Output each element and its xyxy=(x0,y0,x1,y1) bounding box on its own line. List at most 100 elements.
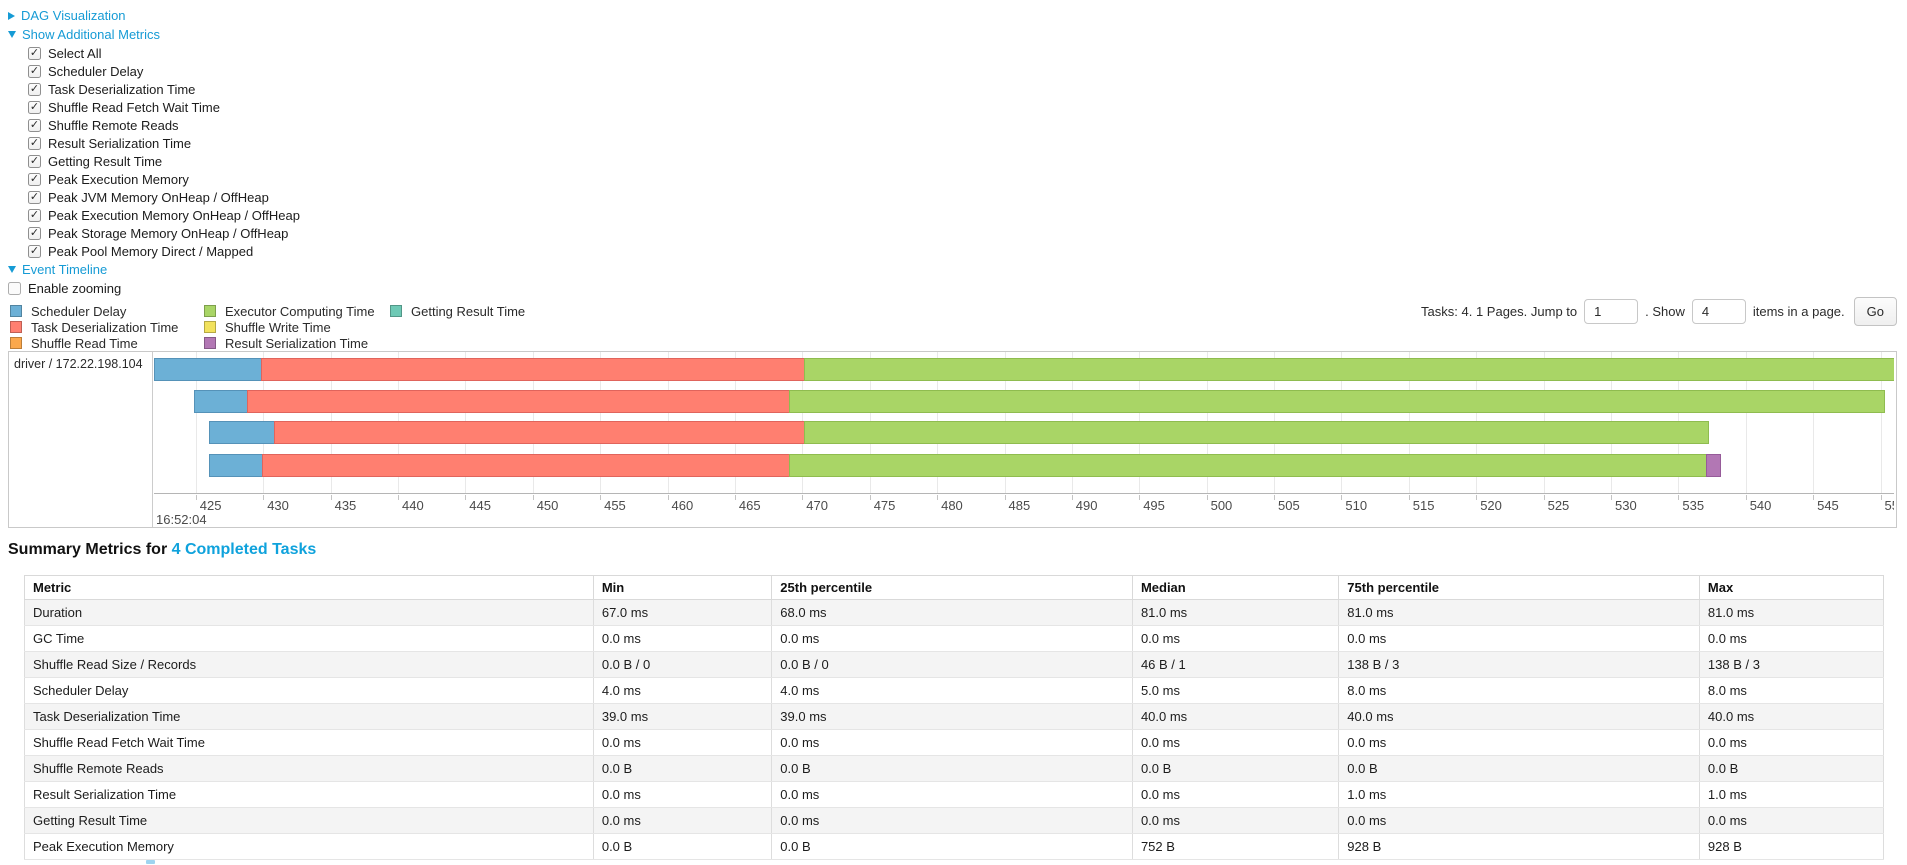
metric-checkbox-peak-pool-memory-direct-mapped[interactable]: Peak Pool Memory Direct / Mapped xyxy=(28,242,300,260)
table-row-shuffle-remote-reads: Shuffle Remote Reads 0.0 B 0.0 B 0.0 B 0.0 B… xyxy=(24,755,1885,782)
checkbox-checked-icon[interactable] xyxy=(28,64,41,78)
legend-label: Shuffle Read Time xyxy=(31,335,138,351)
task-bar-segment-task-deserialization[interactable] xyxy=(274,421,805,444)
metric-value-cell: 39.0 ms xyxy=(771,703,1133,730)
task-bar-segment-task-deserialization[interactable] xyxy=(247,390,791,413)
section-dag-visualization[interactable]: DAG Visualization xyxy=(8,6,300,25)
axis-tick xyxy=(263,495,265,500)
axis-tick-label: 460 xyxy=(671,498,694,513)
metric-checkbox-peak-jvm-memory-onheap-offheap[interactable]: Peak JVM Memory OnHeap / OffHeap xyxy=(28,188,300,206)
metric-value-cell: 0.0 ms xyxy=(592,807,773,834)
metric-value-cell: 5.0 ms xyxy=(1131,677,1340,704)
go-button[interactable]: Go xyxy=(1853,296,1897,326)
metric-checkbox-scheduler-delay[interactable]: Scheduler Delay xyxy=(28,62,300,80)
axis-tick xyxy=(1139,495,1141,500)
task-bar-segment-executor-computing[interactable] xyxy=(789,454,1707,477)
legend-column: Scheduler Delay Task Deserialization Time… xyxy=(10,303,204,351)
enable-zooming-checkbox[interactable]: Enable zooming xyxy=(8,279,300,297)
completed-tasks-link[interactable]: 4 Completed Tasks xyxy=(171,541,317,558)
metric-value-cell: 0.0 B xyxy=(771,833,1133,860)
metric-checkbox-peak-storage-memory-onheap-offheap[interactable]: Peak Storage Memory OnHeap / OffHeap xyxy=(28,224,300,242)
checkbox-checked-icon[interactable] xyxy=(28,46,41,60)
section-label: Event Timeline xyxy=(22,262,108,277)
legend-label: Task Deserialization Time xyxy=(31,319,179,335)
axis-tick-label: 550 xyxy=(1884,498,1895,513)
table-row-task-deserialization-time: Task Deserialization Time 39.0 ms 39.0 ms 4… xyxy=(24,703,1885,730)
metric-checkbox-select-all[interactable]: Select All xyxy=(28,44,300,62)
checkbox-label: Peak JVM Memory OnHeap / OffHeap xyxy=(48,189,269,205)
axis-tick xyxy=(1004,495,1006,500)
metric-value-cell: 1.0 ms xyxy=(1338,781,1700,808)
legend-item-shuffle-write-time: Shuffle Write Time xyxy=(204,319,390,335)
section-label: DAG Visualization xyxy=(21,8,126,23)
legend-item-task-deserialization-time: Task Deserialization Time xyxy=(10,319,204,335)
metric-checkbox-shuffle-remote-reads[interactable]: Shuffle Remote Reads xyxy=(28,116,300,134)
metric-name-cell: Shuffle Read Size / Records xyxy=(24,651,594,678)
checkbox-unchecked-icon[interactable] xyxy=(8,281,21,295)
metric-checkbox-result-serialization-time[interactable]: Result Serialization Time xyxy=(28,134,300,152)
checkbox-label: Getting Result Time xyxy=(48,153,163,169)
task-bar-segment-scheduler-delay[interactable] xyxy=(209,454,264,477)
checkbox-checked-icon[interactable] xyxy=(28,226,41,240)
pagination-text: Tasks: 4. 1 Pages. Jump to xyxy=(1421,303,1578,319)
checkbox-checked-icon[interactable] xyxy=(28,190,41,204)
executor-row-label: driver / 172.22.198.104 xyxy=(9,352,153,527)
task-bar-segment-executor-computing[interactable] xyxy=(804,421,1710,444)
task-bar-segment-task-deserialization[interactable] xyxy=(260,358,805,381)
metric-value-cell: 0.0 B xyxy=(1698,755,1885,782)
metric-value-cell: 81.0 ms xyxy=(1131,599,1340,626)
task-bar-segment-executor-computing[interactable] xyxy=(804,358,1894,381)
metric-value-cell: 1.0 ms xyxy=(1698,781,1885,808)
axis-tick-label: 530 xyxy=(1615,498,1637,513)
axis-tick-label: 435 xyxy=(334,498,357,513)
table-row-shuffle-read-size-records: Shuffle Read Size / Records 0.0 B / 0 0.0 … xyxy=(24,651,1885,678)
table-header-row: Metric Min 25th percentile Median 75th perce… xyxy=(24,575,1885,600)
axis-tick-label: 505 xyxy=(1278,498,1300,513)
checkbox-checked-icon[interactable] xyxy=(28,100,41,114)
legend-item-executor-computing-time: Executor Computing Time xyxy=(204,303,390,319)
metric-value-cell: 0.0 B xyxy=(1338,755,1700,782)
task-bar-segment-result-serialization[interactable] xyxy=(1705,454,1722,477)
metric-checkbox-task-deserialization-time[interactable]: Task Deserialization Time xyxy=(28,80,300,98)
axis-tick xyxy=(195,495,197,500)
legend-item-shuffle-read-time: Shuffle Read Time xyxy=(10,335,204,351)
axis-tick-label: 475 xyxy=(873,498,896,513)
task-bar-segment-scheduler-delay[interactable] xyxy=(154,358,262,381)
metric-value-cell: 0.0 ms xyxy=(1338,807,1700,834)
axis-tick xyxy=(869,495,871,500)
metric-checkbox-getting-result-time[interactable]: Getting Result Time xyxy=(28,152,300,170)
axis-tick-label: 490 xyxy=(1075,498,1098,513)
table-row-result-serialization-time: Result Serialization Time 0.0 ms 0.0 ms 0.0… xyxy=(24,781,1885,808)
section-show-additional-metrics[interactable]: Show Additional Metrics xyxy=(8,25,300,44)
items-per-page-input[interactable] xyxy=(1691,298,1746,324)
task-bar-segment-executor-computing[interactable] xyxy=(789,390,1885,413)
result-serialization-swatch-icon xyxy=(204,337,216,349)
checkbox-checked-icon[interactable] xyxy=(28,208,41,222)
checkbox-checked-icon[interactable] xyxy=(28,136,41,150)
task-bar-segment-task-deserialization[interactable] xyxy=(262,454,791,477)
checkbox-checked-icon[interactable] xyxy=(28,82,41,96)
metric-checkbox-shuffle-read-fetch-wait-time[interactable]: Shuffle Read Fetch Wait Time xyxy=(28,98,300,116)
axis-tick-label: 535 xyxy=(1682,498,1705,513)
column-header-metric: Metric xyxy=(24,575,594,600)
axis-tick xyxy=(1880,495,1882,500)
checkbox-checked-icon[interactable] xyxy=(28,172,41,186)
jump-to-page-input[interactable] xyxy=(1584,298,1639,324)
checkbox-checked-icon[interactable] xyxy=(28,154,41,168)
task-bar-segment-scheduler-delay[interactable] xyxy=(209,421,276,444)
task-bar-segment-scheduler-delay[interactable] xyxy=(194,390,249,413)
pagination-text: . Show xyxy=(1645,303,1685,319)
section-event-timeline[interactable]: Event Timeline xyxy=(8,260,300,279)
metric-value-cell: 4.0 ms xyxy=(592,677,773,704)
metric-value-cell: 46 B / 1 xyxy=(1131,651,1340,678)
metric-value-cell: 0.0 ms xyxy=(771,807,1133,834)
metric-checkbox-peak-execution-memory[interactable]: Peak Execution Memory xyxy=(28,170,300,188)
checkbox-checked-icon[interactable] xyxy=(28,118,41,132)
metric-name-cell: Shuffle Remote Reads xyxy=(24,755,594,782)
chevron-down-icon xyxy=(8,266,16,273)
metric-checkbox-peak-execution-memory-onheap-offheap[interactable]: Peak Execution Memory OnHeap / OffHeap xyxy=(28,206,300,224)
metric-checkbox-list: Select All Scheduler Delay Task Deserializ… xyxy=(8,44,300,260)
checkbox-checked-icon[interactable] xyxy=(28,244,41,258)
legend-item-result-serialization-time: Result Serialization Time xyxy=(204,335,390,351)
